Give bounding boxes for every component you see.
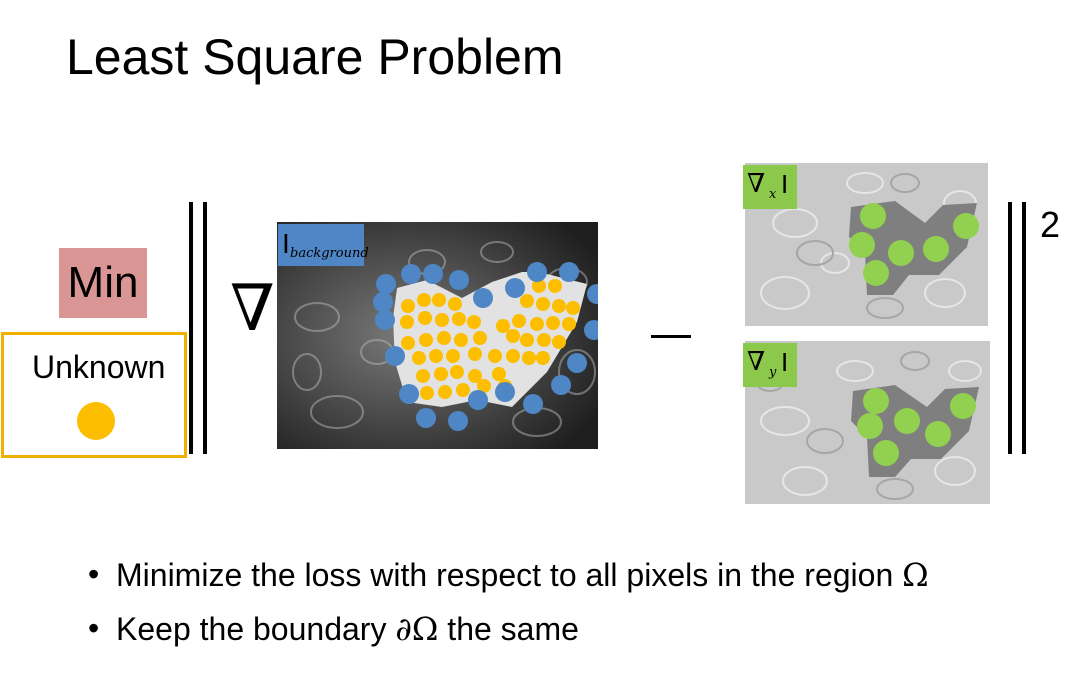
bullet-list: • Minimize the loss with respect to all … <box>88 556 929 664</box>
gradient-y-image <box>745 341 990 504</box>
unknown-legend-box: Unknown <box>1 332 187 458</box>
gradient-x-image-symbol: I <box>781 169 789 199</box>
unknown-label: Unknown <box>32 349 166 385</box>
bullet-item-boundary: • Keep the boundary ∂Ω the same <box>88 610 929 664</box>
bullet-text: Keep the boundary <box>116 611 396 647</box>
gradient-y-nabla: ∇ <box>747 347 766 377</box>
region-omega-symbol: Ω <box>902 556 929 594</box>
bullet-suffix: the same <box>438 611 579 647</box>
left-norm-bar-2 <box>203 202 207 454</box>
bullet-marker: • <box>88 556 100 592</box>
left-norm-bar-1 <box>189 202 193 454</box>
min-label: Min <box>59 248 147 318</box>
bullet-item-minimize: • Minimize the loss with respect to all … <box>88 556 929 610</box>
right-norm-bar-1 <box>1008 202 1012 454</box>
gradient-x-image <box>745 163 988 326</box>
nabla-operator: ∇ <box>230 272 275 346</box>
squared-exponent: 2 <box>1040 204 1061 245</box>
gradient-x-subscript: x <box>769 187 777 202</box>
background-image <box>277 222 598 449</box>
right-norm-bar-2 <box>1022 202 1026 454</box>
gradient-y-subscript: y <box>769 365 777 380</box>
boundary-pixel-dots <box>373 262 598 431</box>
gradient-y-image-symbol: I <box>781 347 789 377</box>
gradient-x-label: ∇ x I <box>743 165 797 209</box>
background-symbol: I <box>282 228 290 259</box>
gradient-y-label: ∇ y I <box>743 343 797 387</box>
minus-operator <box>651 335 691 338</box>
bullet-text: Minimize the loss with respect to all pi… <box>116 557 903 593</box>
bullet-marker: • <box>88 610 100 646</box>
unknown-dot-icon <box>77 402 115 440</box>
background-image-label: I background <box>278 224 369 266</box>
slide-title: Least Square Problem <box>66 29 564 85</box>
background-subscript: background <box>290 246 369 261</box>
boundary-symbol: ∂Ω <box>395 610 439 648</box>
gradient-x-nabla: ∇ <box>747 169 766 199</box>
